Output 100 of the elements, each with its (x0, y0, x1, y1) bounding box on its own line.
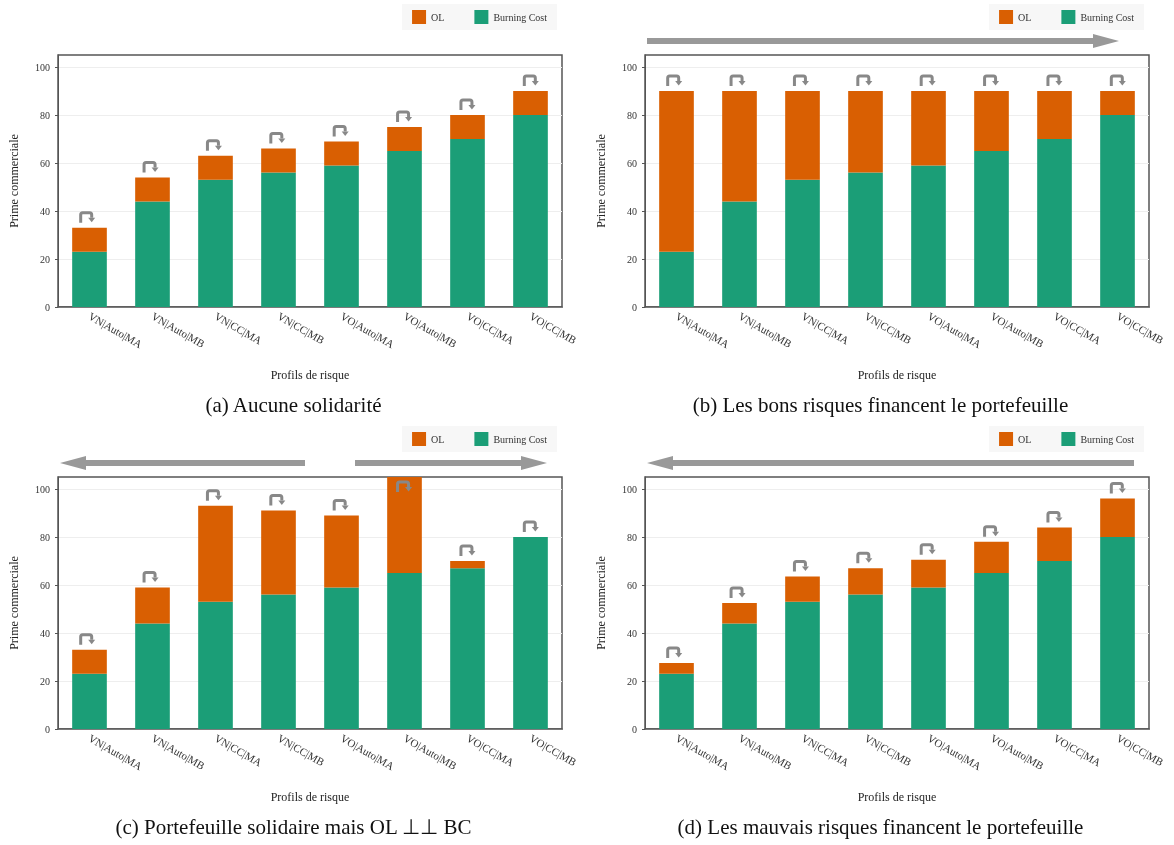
bar (659, 251, 694, 307)
legend-label: Burning Cost (493, 11, 548, 23)
y-tick-label: 60 (40, 157, 50, 169)
legend-label: Burning Cost (1080, 433, 1135, 445)
bar (848, 568, 883, 595)
legend-label: OL (1018, 11, 1032, 23)
bar (324, 515, 359, 588)
bar (1100, 498, 1135, 537)
legend-label: OL (431, 433, 445, 445)
bar (450, 561, 485, 569)
bar (785, 576, 820, 602)
bar (198, 505, 233, 602)
bar (911, 587, 946, 729)
x-axis-title: Profils de risque (270, 368, 350, 382)
bar (450, 568, 485, 729)
bar (785, 91, 820, 180)
text: (c) Portefeuille solidaire mais OL ⊥⊥ BC (115, 814, 472, 839)
bar (659, 673, 694, 729)
bar (1100, 115, 1135, 307)
y-axis-title: Prime commerciale (7, 556, 21, 650)
bar (324, 141, 359, 166)
bar (1037, 139, 1072, 307)
bar (848, 172, 883, 307)
bar (1037, 527, 1072, 561)
bar (387, 151, 422, 307)
bar (1100, 91, 1135, 115)
bar (722, 91, 757, 202)
y-tick-label: 20 (627, 675, 637, 687)
bar (450, 115, 485, 139)
y-tick-label: 100 (622, 61, 637, 73)
bar (72, 673, 107, 729)
y-tick-label: 80 (40, 109, 50, 121)
y-tick-label: 60 (627, 157, 637, 169)
bar (72, 649, 107, 674)
bar (974, 151, 1009, 307)
legend-label: Burning Cost (493, 433, 548, 445)
y-tick-label: 0 (632, 301, 637, 313)
y-tick-label: 40 (40, 627, 50, 639)
y-tick-label: 80 (627, 531, 637, 543)
bar (324, 587, 359, 729)
y-tick-label: 80 (40, 531, 50, 543)
y-tick-label: 60 (627, 579, 637, 591)
y-axis-title: Prime commerciale (594, 134, 608, 228)
y-tick-label: 100 (622, 483, 637, 495)
text: (d) Les mauvais risques financent le portefeuille (677, 814, 1084, 839)
bar (513, 537, 548, 729)
bar (261, 594, 296, 729)
y-tick-label: 20 (40, 253, 50, 265)
y-tick-label: 20 (40, 675, 50, 687)
x-axis-title: Profils de risque (270, 790, 350, 804)
y-tick-label: 40 (627, 205, 637, 217)
y-tick-label: 100 (35, 483, 50, 495)
bar (1037, 91, 1072, 139)
bar (387, 477, 422, 573)
bar (513, 91, 548, 115)
text: (a) Aucune solidarité (205, 392, 382, 417)
bar (1037, 561, 1072, 729)
bar (261, 510, 296, 595)
bar (785, 179, 820, 307)
bar (911, 165, 946, 307)
bar (659, 91, 694, 252)
bar (198, 601, 233, 729)
bar (911, 559, 946, 588)
bar (72, 227, 107, 252)
bar (722, 201, 757, 307)
bar (513, 115, 548, 307)
bar (1100, 537, 1135, 729)
bar (324, 165, 359, 307)
legend-label: OL (431, 11, 445, 23)
bar (974, 91, 1009, 151)
x-axis-title: Profils de risque (857, 790, 937, 804)
bar (198, 155, 233, 180)
bar (135, 201, 170, 307)
bar (848, 91, 883, 173)
legend-label: OL (1018, 433, 1032, 445)
y-tick-label: 20 (627, 253, 637, 265)
bar (848, 594, 883, 729)
y-axis-title: Prime commerciale (594, 556, 608, 650)
legend-label: Burning Cost (1080, 11, 1135, 23)
bar (135, 623, 170, 729)
y-tick-label: 0 (45, 301, 50, 313)
y-tick-label: 60 (40, 579, 50, 591)
y-tick-label: 80 (627, 109, 637, 121)
y-tick-label: 40 (40, 205, 50, 217)
x-axis-title: Profils de risque (857, 368, 937, 382)
bar (72, 251, 107, 307)
bar (974, 573, 1009, 729)
bar (722, 603, 757, 624)
text: (b) Les bons risques financent le portefeuille (692, 392, 1069, 417)
bar (261, 148, 296, 173)
bar (785, 601, 820, 729)
y-tick-label: 40 (627, 627, 637, 639)
bar (450, 139, 485, 307)
bar (387, 127, 422, 151)
bar (659, 663, 694, 674)
bar (722, 623, 757, 729)
bar (135, 587, 170, 624)
y-tick-label: 100 (35, 61, 50, 73)
bar (387, 573, 422, 729)
y-tick-label: 0 (632, 723, 637, 735)
